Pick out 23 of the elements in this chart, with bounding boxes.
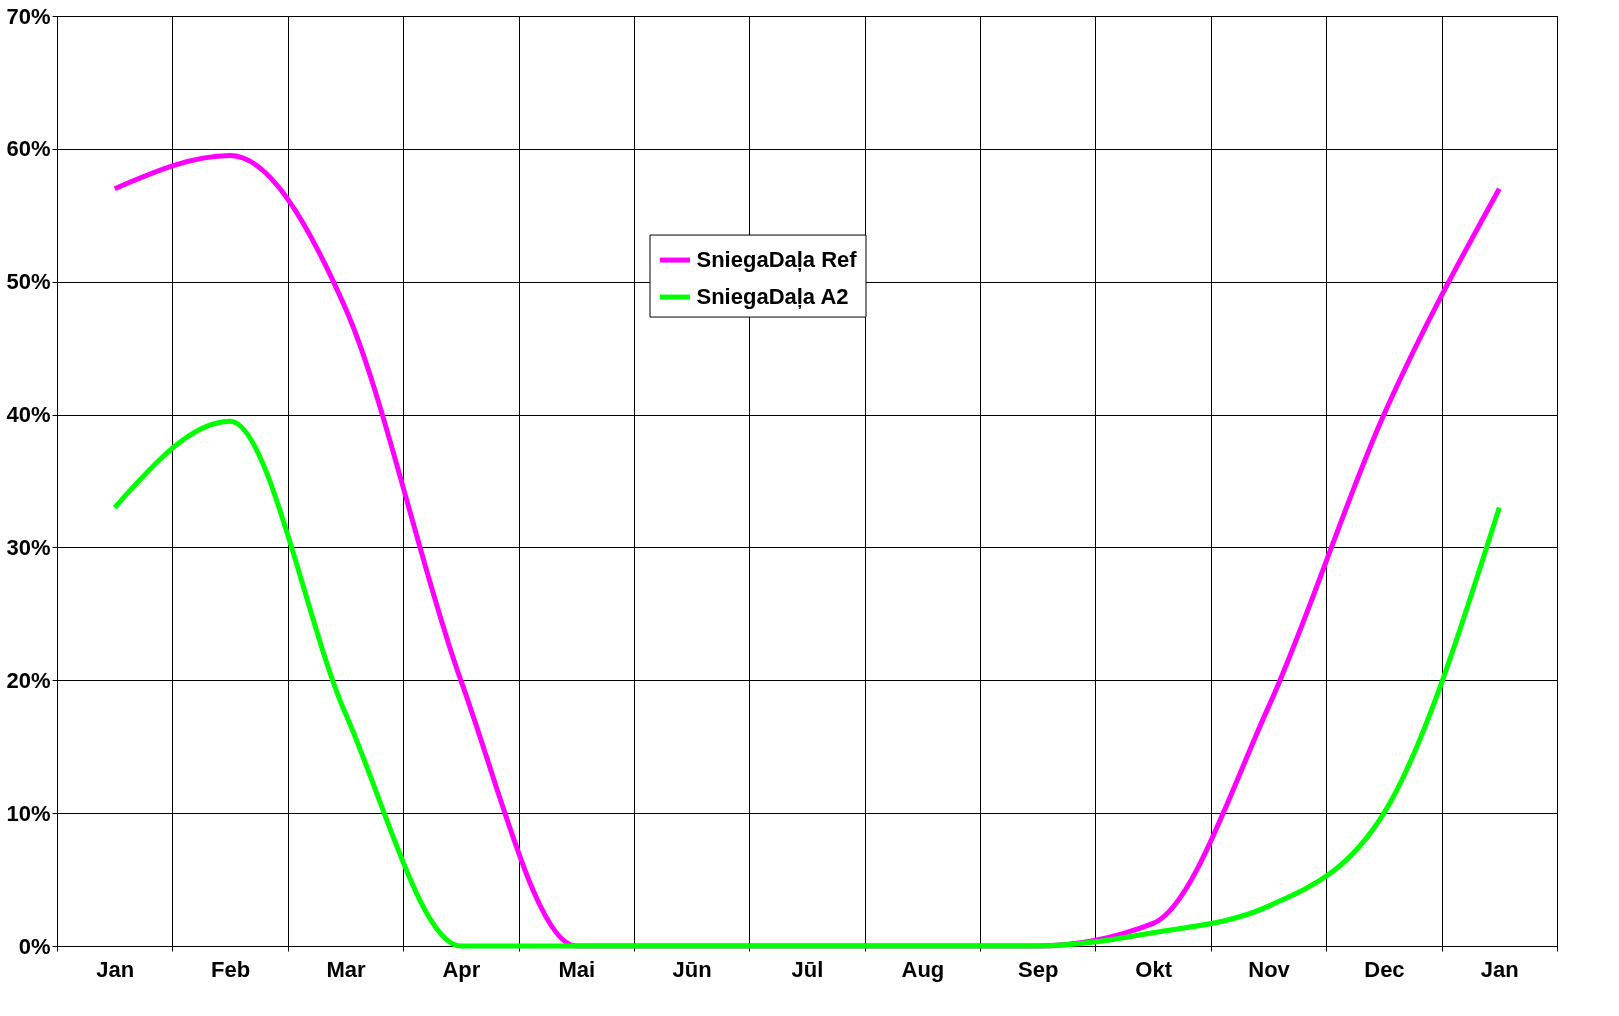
- x-tick-label: Jan: [1480, 956, 1519, 982]
- legend-label: SniegaDaļa A2: [696, 284, 849, 310]
- x-tick-label: Mar: [326, 956, 366, 982]
- x-tick-label: Nov: [1248, 956, 1291, 982]
- x-tick-label: Apr: [442, 956, 481, 982]
- x-tick-label: Sep: [1018, 956, 1059, 982]
- y-tick-label: 20%: [6, 667, 51, 693]
- x-tick-label: Mai: [558, 956, 596, 982]
- x-tick-label: Jūn: [672, 956, 712, 982]
- y-tick-label: 0%: [18, 933, 51, 959]
- y-tick-label: 70%: [6, 3, 51, 29]
- legend-label: SniegaDaļa Ref: [696, 247, 858, 273]
- x-tick-label: Jūl: [791, 956, 824, 982]
- y-tick-label: 60%: [6, 136, 51, 162]
- y-tick-label: 10%: [6, 800, 51, 826]
- y-tick-label: 40%: [6, 402, 51, 428]
- y-tick-label: 30%: [6, 534, 51, 560]
- x-tick-label: Dec: [1364, 956, 1405, 982]
- x-tick-label: Okt: [1135, 956, 1173, 982]
- x-tick-label: Feb: [211, 956, 251, 982]
- x-tick-label: Aug: [901, 956, 945, 982]
- y-tick-label: 50%: [6, 269, 51, 295]
- x-tick-label: Jan: [96, 956, 135, 982]
